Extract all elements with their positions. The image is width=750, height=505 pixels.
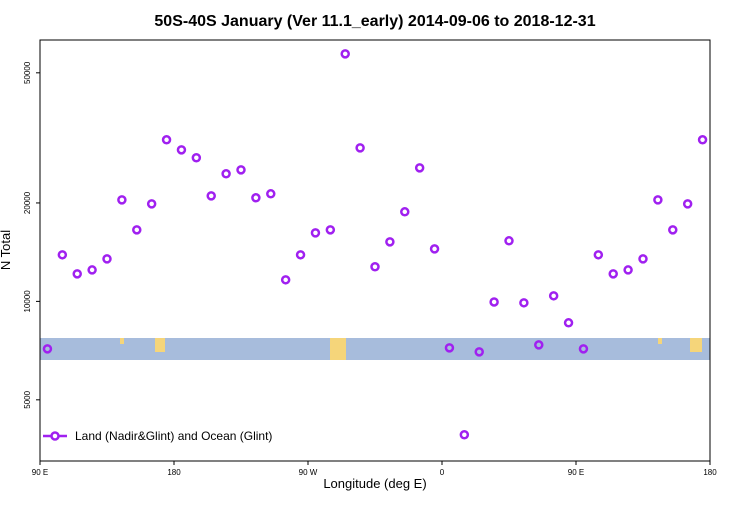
data-point (117, 195, 127, 205)
data-point (638, 254, 648, 264)
data-point (563, 318, 574, 328)
land-patch (155, 338, 165, 352)
y-tick-label: 50000 (23, 61, 32, 84)
data-point (519, 298, 529, 308)
legend-label: Land (Nadir&Glint) and Ocean (Glint) (75, 429, 272, 443)
data-point (146, 199, 157, 209)
data-point (429, 244, 440, 254)
data-point (251, 193, 261, 203)
x-tick-label: 90 W (299, 468, 318, 477)
x-tick-label: 0 (440, 468, 445, 477)
data-point (682, 199, 693, 209)
data-point (474, 347, 484, 357)
data-point (668, 225, 678, 235)
data-point (42, 344, 53, 354)
data-point (489, 297, 499, 307)
data-point (593, 250, 604, 260)
x-tick-label: 90 E (568, 468, 584, 477)
data-point (459, 429, 470, 440)
data-point (370, 262, 380, 272)
data-point (608, 269, 618, 279)
data-point (400, 207, 410, 217)
data-point (548, 291, 559, 301)
data-point (340, 49, 350, 59)
data-point (504, 236, 514, 246)
ocean-band (40, 338, 710, 360)
data-point (697, 135, 708, 145)
land-patch (120, 338, 124, 344)
x-axis-label: Longitude (deg E) (323, 476, 426, 491)
data-point (325, 225, 336, 235)
plot-frame (39, 39, 711, 462)
land-patch (658, 338, 662, 344)
data-point (414, 163, 425, 173)
data-point (355, 143, 365, 153)
data-point (266, 189, 276, 199)
data-point (534, 340, 544, 350)
chart-title: 50S-40S January (Ver 11.1_early) 2014-09… (154, 13, 595, 30)
data-point (161, 135, 172, 145)
y-tick-label: 5000 (23, 390, 32, 408)
x-tick-label: 180 (703, 468, 717, 477)
data-point (623, 265, 633, 275)
land-band (40, 338, 710, 360)
data-point (132, 225, 142, 235)
x-tick-label: 180 (167, 468, 181, 477)
data-point (191, 153, 202, 163)
data-point (57, 250, 68, 260)
y-tick-label: 20000 (23, 191, 32, 214)
data-point (176, 145, 187, 155)
data-point (444, 343, 455, 353)
data-point (72, 269, 82, 279)
data-point (206, 191, 216, 201)
data-point (310, 228, 321, 238)
legend-marker (50, 431, 60, 441)
land-patch (690, 338, 702, 352)
y-axis-label: N Total (0, 230, 13, 270)
data-point (87, 265, 97, 275)
data-point (295, 250, 306, 260)
data-point (221, 169, 231, 179)
data-point (653, 195, 663, 205)
x-tick-label: 90 E (32, 468, 48, 477)
data-point (578, 344, 589, 354)
land-patch (330, 338, 346, 360)
data-point (236, 165, 246, 175)
data-point (280, 275, 291, 285)
data-point (385, 237, 395, 247)
y-tick-label: 10000 (23, 290, 32, 313)
data-point (102, 254, 112, 264)
